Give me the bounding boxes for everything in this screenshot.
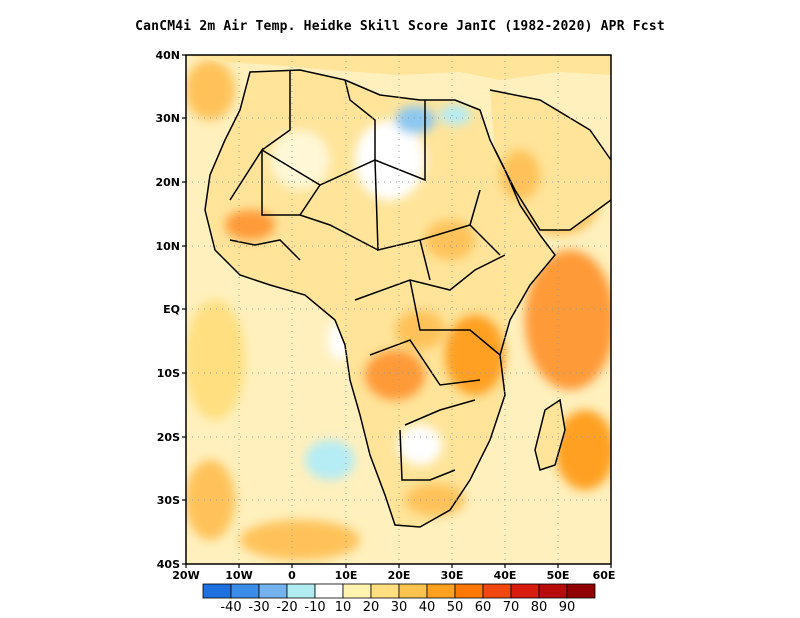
colorbar-label-60: 60 bbox=[475, 600, 492, 615]
lon-label-20e: 20E bbox=[388, 569, 411, 582]
warm-patch-ocean-north bbox=[186, 60, 235, 120]
colorbar-label-90: 90 bbox=[559, 600, 576, 615]
hot-patch-indian-ocean bbox=[525, 250, 611, 390]
hot-patch-horn bbox=[500, 150, 540, 200]
colorbar-label-m40: -40 bbox=[220, 600, 241, 615]
colorbar-swatch-5 bbox=[342, 583, 372, 599]
lat-label-eq: EQ bbox=[163, 303, 180, 316]
lat-label-20n: 20N bbox=[155, 176, 180, 189]
hot-patch-east-africa bbox=[445, 315, 505, 395]
lon-label-50e: 50E bbox=[547, 569, 570, 582]
colorbar-swatch-12 bbox=[538, 583, 568, 599]
colorbar-label-80: 80 bbox=[531, 600, 548, 615]
warm-patch-ocean-south bbox=[240, 520, 360, 560]
lon-label-40e: 40E bbox=[494, 569, 517, 582]
lat-label-10s: 10S bbox=[157, 367, 180, 380]
cool-patch-egypt bbox=[439, 105, 471, 125]
colorbar-labels: -40 -30 -20 -10 10 20 30 40 50 60 70 80 … bbox=[220, 600, 575, 615]
lat-labels: 40N 30N 20N 10N EQ 10S 20S 30S 40S bbox=[155, 49, 180, 571]
colorbar-label-30: 30 bbox=[391, 600, 408, 615]
cool-patch-libya bbox=[395, 106, 435, 134]
country-borders bbox=[204, 69, 611, 528]
colorbar-label-m10: -10 bbox=[304, 600, 325, 615]
colorbar-label-m20: -20 bbox=[276, 600, 297, 615]
hot-patch-west-africa bbox=[225, 210, 275, 240]
colorbar bbox=[202, 583, 596, 599]
colorbar-swatch-10 bbox=[482, 583, 512, 599]
colorbar-label-20: 20 bbox=[363, 600, 380, 615]
colorbar-swatch-4 bbox=[314, 583, 344, 599]
colorbar-swatch-0 bbox=[202, 583, 232, 599]
madagascar bbox=[535, 400, 565, 470]
lat-ticks bbox=[182, 54, 186, 565]
cool-patch-ocean-south bbox=[305, 440, 355, 480]
hot-patch-angola bbox=[365, 350, 425, 400]
colorbar-label-m30: -30 bbox=[248, 600, 269, 615]
lon-label-60e: 60E bbox=[593, 569, 616, 582]
white-patch-sahel bbox=[270, 130, 330, 190]
lat-label-30n: 30N bbox=[155, 112, 180, 125]
lat-label-30s: 30S bbox=[157, 494, 180, 507]
colorbar-swatch-6 bbox=[370, 583, 400, 599]
graticule bbox=[186, 55, 611, 564]
hot-patch-sudan bbox=[425, 220, 475, 260]
colorbar-label-40: 40 bbox=[419, 600, 436, 615]
colorbar-label-70: 70 bbox=[503, 600, 520, 615]
warm-patch-south-africa bbox=[405, 484, 465, 516]
cool-patch-southern-africa bbox=[398, 425, 442, 465]
colorbar-label-50: 50 bbox=[447, 600, 464, 615]
colorbar-swatch-3 bbox=[286, 583, 316, 599]
colorbar-swatch-2 bbox=[258, 583, 288, 599]
lat-label-40s: 40S bbox=[157, 558, 180, 571]
hot-patch-indian-ocean-2 bbox=[555, 410, 611, 490]
lon-label-20w: 20W bbox=[172, 569, 199, 582]
colorbar-swatch-13 bbox=[566, 583, 596, 599]
white-patch-sahara bbox=[355, 120, 425, 200]
colorbar-swatch-1 bbox=[230, 583, 260, 599]
lon-label-30e: 30E bbox=[441, 569, 464, 582]
lat-label-40n: 40N bbox=[155, 49, 180, 62]
colorbar-swatch-7 bbox=[398, 583, 428, 599]
lat-label-20s: 20S bbox=[157, 431, 180, 444]
lon-labels: 20W 10W 0 10E 20E 30E 40E 50E 60E bbox=[172, 569, 615, 582]
colorbar-swatch-11 bbox=[510, 583, 540, 599]
colorbar-swatch-9 bbox=[454, 583, 484, 599]
colorbar-label-10: 10 bbox=[335, 600, 352, 615]
lon-ticks bbox=[185, 564, 612, 568]
lon-label-10w: 10W bbox=[225, 569, 252, 582]
lat-label-10n: 10N bbox=[155, 240, 180, 253]
lon-label-10e: 10E bbox=[335, 569, 358, 582]
colorbar-swatch-8 bbox=[426, 583, 456, 599]
warm-patch-ocean-west bbox=[186, 300, 245, 420]
lon-label-0: 0 bbox=[288, 569, 296, 582]
chart-title: CanCM4i 2m Air Temp. Heidke Skill Score … bbox=[135, 19, 665, 34]
